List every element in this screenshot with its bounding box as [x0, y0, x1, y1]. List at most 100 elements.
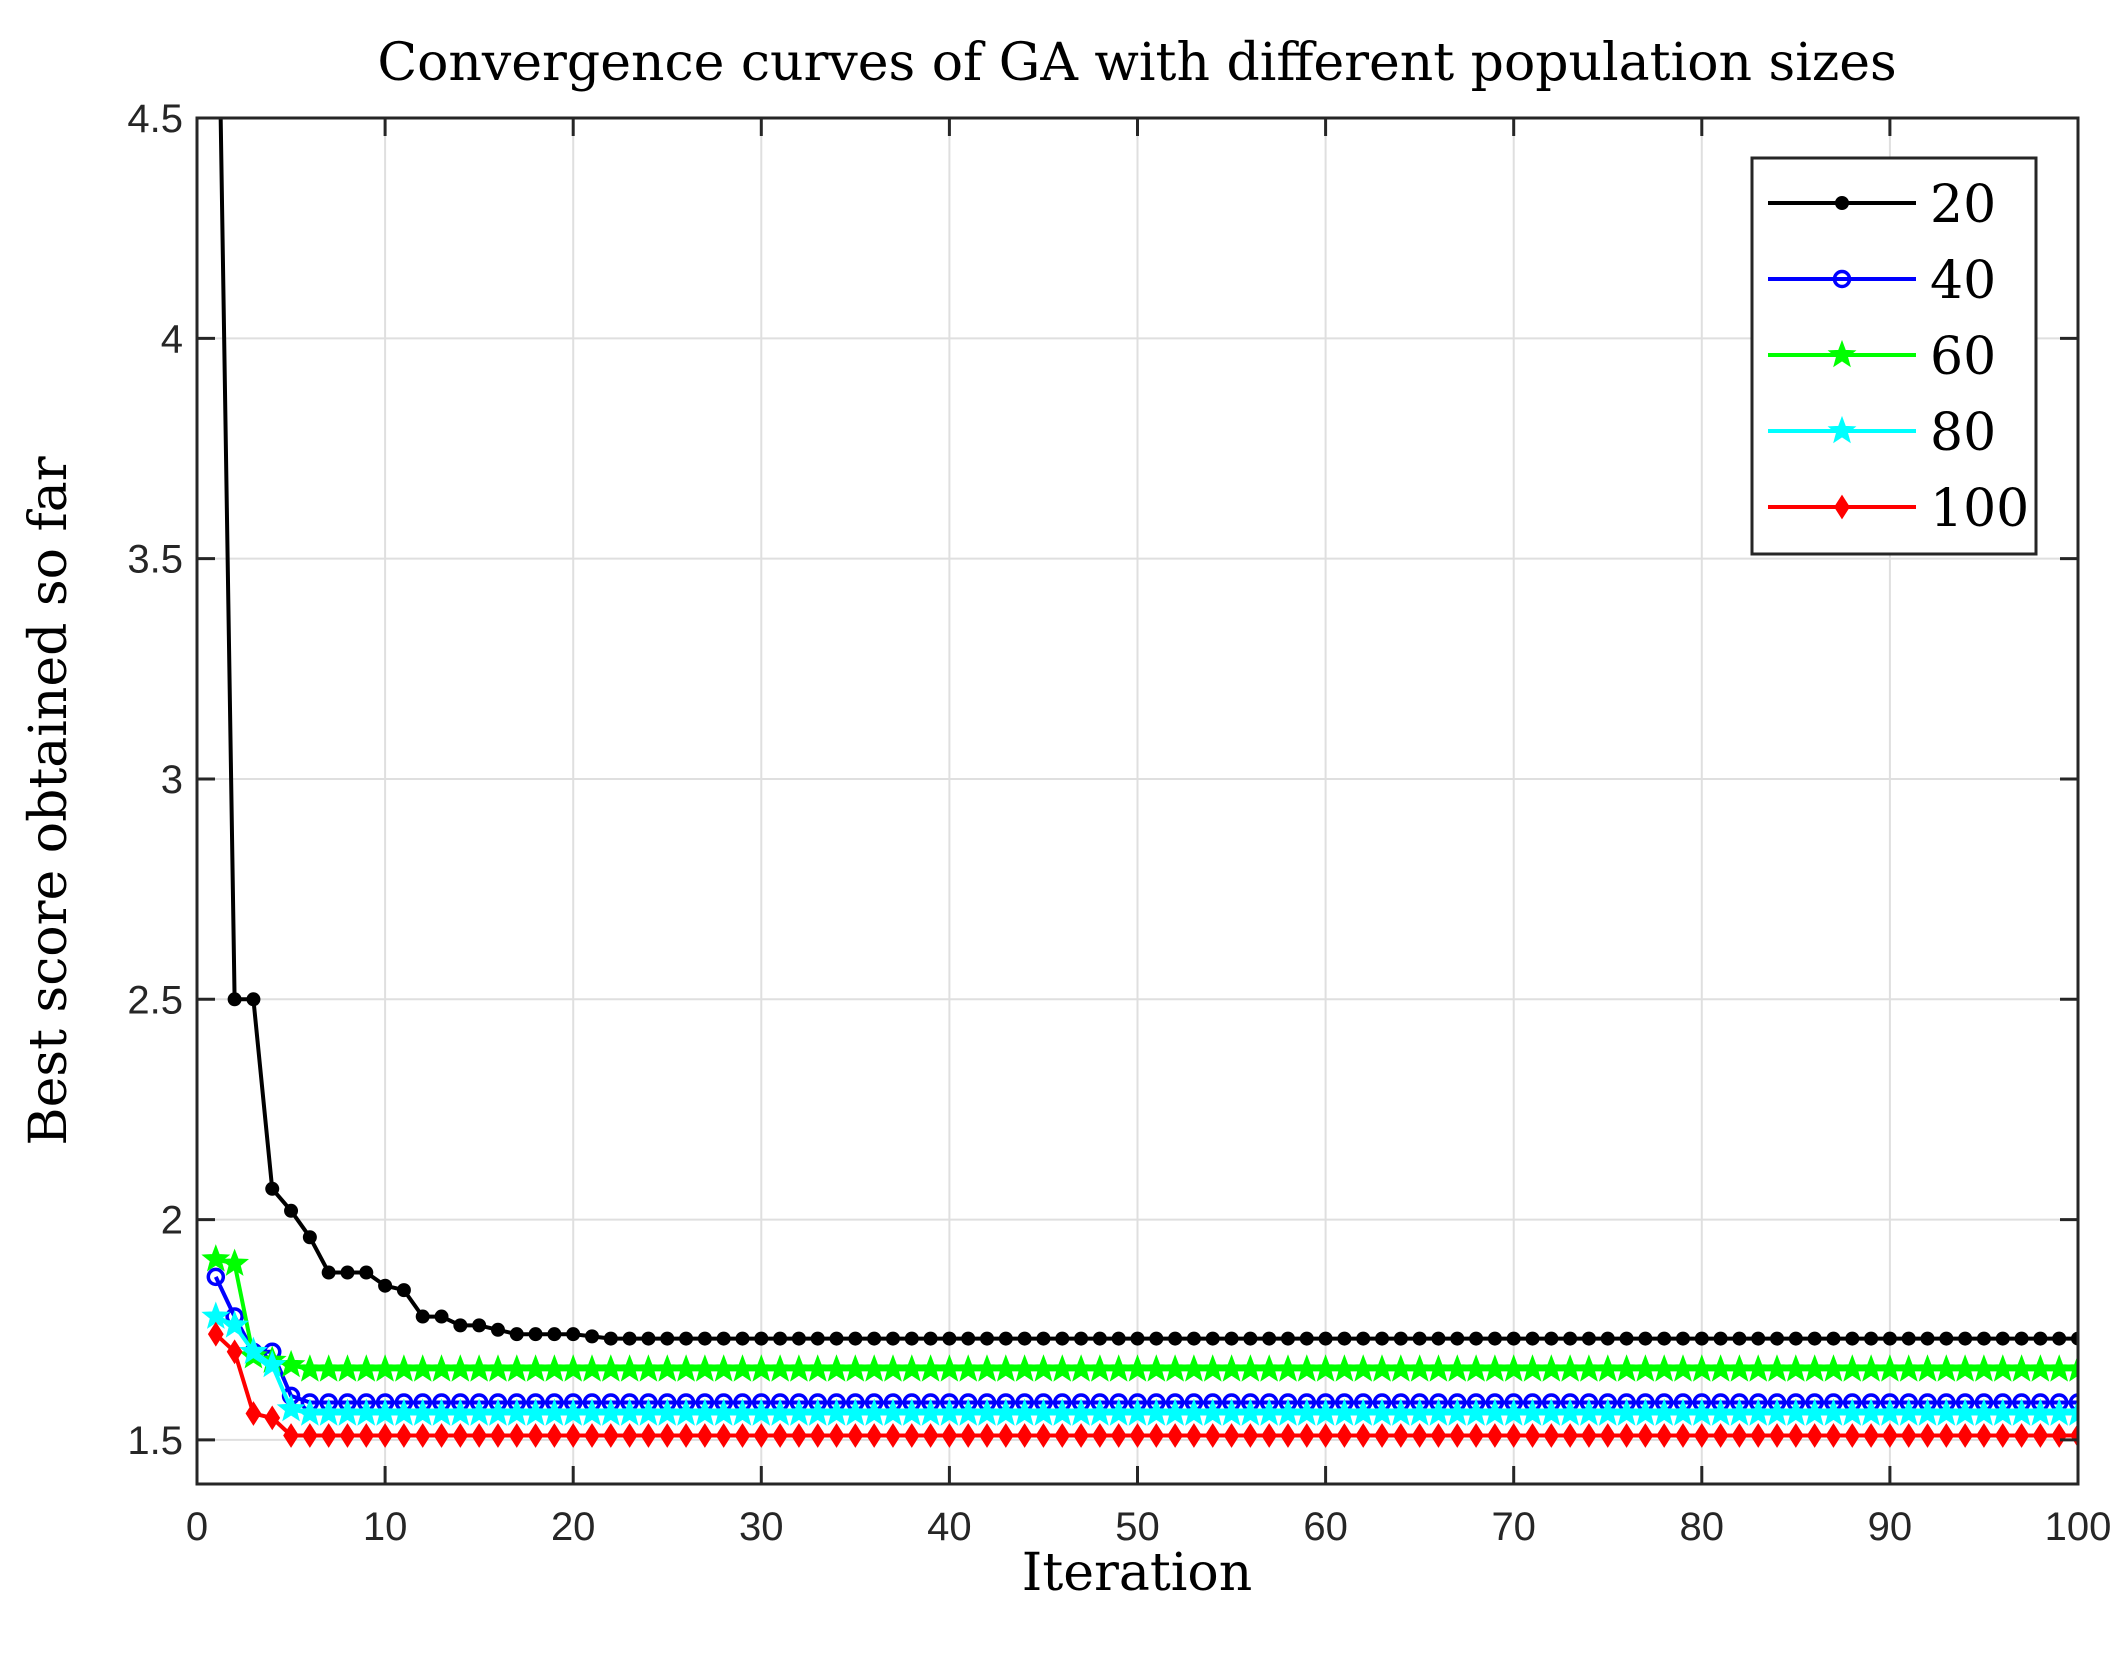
series-line-60 — [215, 1257, 2078, 1372]
data-point-20 — [1882, 1331, 1897, 1346]
data-point-60 — [1010, 1354, 1040, 1382]
data-point-20 — [1299, 1331, 1314, 1346]
data-point-60 — [1442, 1354, 1472, 1382]
data-point-20 — [1469, 1331, 1484, 1346]
data-point-100 — [1825, 1423, 1842, 1448]
data-point-60 — [1950, 1354, 1980, 1382]
data-point-20 — [490, 1322, 505, 1337]
data-point-100 — [847, 1423, 864, 1448]
data-point-100 — [1016, 1423, 1033, 1448]
data-point-60 — [1574, 1354, 1604, 1382]
data-point-60 — [1743, 1354, 1773, 1382]
data-point-100 — [1693, 1423, 1710, 1448]
data-point-60 — [1725, 1354, 1754, 1382]
data-point-100 — [1336, 1423, 1353, 1448]
data-point-60 — [953, 1354, 983, 1382]
data-point-100 — [734, 1423, 751, 1448]
data-point-20 — [509, 1327, 524, 1342]
data-point-60 — [1781, 1354, 1811, 1382]
data-point-100 — [621, 1423, 638, 1448]
legend-label-100: 100 — [1930, 479, 2029, 539]
data-point-20 — [1732, 1331, 1747, 1346]
data-point-20 — [1412, 1331, 1427, 1346]
data-point-100 — [903, 1423, 920, 1448]
data-point-60 — [427, 1354, 456, 1382]
data-point-60 — [1367, 1354, 1397, 1382]
data-point-100 — [1599, 1423, 1616, 1448]
data-point-20 — [848, 1331, 863, 1346]
data-point-20 — [810, 1331, 825, 1346]
data-point-20 — [1638, 1331, 1653, 1346]
data-point-100 — [1280, 1423, 1296, 1448]
data-point-20 — [227, 992, 242, 1007]
data-point-20 — [1506, 1331, 1521, 1346]
data-point-20 — [1168, 1331, 1183, 1346]
data-point-60 — [333, 1354, 362, 1382]
data-point-60 — [991, 1354, 1021, 1382]
data-point-100 — [1186, 1423, 1202, 1448]
data-point-60 — [1913, 1354, 1942, 1382]
legend-label-60: 60 — [1930, 327, 1996, 387]
data-point-80 — [257, 1349, 287, 1378]
data-point-60 — [1837, 1354, 1867, 1382]
data-point-60 — [1047, 1354, 1077, 1382]
data-point-60 — [1235, 1354, 1265, 1382]
data-point-20 — [2052, 1331, 2067, 1346]
data-point-100 — [1543, 1423, 1560, 1448]
data-point-20 — [1017, 1331, 1032, 1346]
data-point-100 — [301, 1423, 318, 1448]
data-point-20 — [1939, 1331, 1954, 1346]
data-point-100 — [979, 1423, 995, 1448]
data-point-60 — [690, 1354, 720, 1382]
data-point-20 — [603, 1331, 618, 1346]
data-point-100 — [1223, 1423, 1240, 1448]
data-point-100 — [1562, 1423, 1579, 1448]
data-point-20 — [791, 1331, 806, 1346]
data-point-100 — [997, 1423, 1014, 1448]
x-tick-label: 60 — [1303, 1505, 1348, 1549]
data-point-100 — [358, 1423, 375, 1448]
data-point-20 — [622, 1331, 637, 1346]
data-point-20 — [773, 1331, 788, 1346]
data-point-20 — [359, 1265, 374, 1280]
data-point-20 — [1074, 1331, 1089, 1346]
data-point-20 — [415, 1309, 430, 1324]
data-point-60 — [1630, 1354, 1660, 1382]
data-point-20 — [1619, 1331, 1634, 1346]
data-point-60 — [878, 1354, 908, 1382]
data-point-60 — [1706, 1354, 1736, 1382]
data-point-100 — [471, 1423, 488, 1448]
data-point-100 — [772, 1423, 788, 1448]
data-point-100 — [1374, 1423, 1390, 1448]
data-point-60 — [295, 1354, 325, 1382]
data-point-20 — [472, 1318, 487, 1333]
data-point-60 — [314, 1354, 344, 1382]
data-point-60 — [615, 1354, 645, 1382]
data-point-60 — [1612, 1354, 1641, 1382]
data-point-60 — [1254, 1354, 1284, 1382]
data-point-60 — [1386, 1354, 1416, 1382]
data-point-100 — [1261, 1423, 1278, 1448]
data-point-100 — [1844, 1423, 1861, 1448]
data-point-20 — [735, 1331, 750, 1346]
data-point-60 — [1141, 1354, 1171, 1382]
data-point-60 — [840, 1354, 870, 1382]
data-point-100 — [640, 1423, 657, 1448]
series-100 — [207, 1321, 2078, 1448]
data-point-20 — [1807, 1331, 1822, 1346]
data-point-60 — [897, 1354, 927, 1382]
x-tick-label: 90 — [1868, 1505, 1913, 1549]
data-point-60 — [502, 1354, 532, 1382]
data-point-100 — [1750, 1423, 1767, 1448]
data-point-20 — [566, 1327, 581, 1342]
y-tick-label: 3.5 — [127, 538, 183, 582]
data-point-20 — [434, 1309, 449, 1324]
data-point-100 — [941, 1423, 958, 1448]
data-point-60 — [1819, 1354, 1848, 1382]
data-point-60 — [1800, 1354, 1830, 1382]
data-point-20 — [1262, 1331, 1277, 1346]
series-line-20 — [218, 118, 2078, 1341]
data-point-20 — [1600, 1331, 1615, 1346]
data-point-60 — [803, 1354, 833, 1382]
data-point-100 — [602, 1423, 619, 1448]
